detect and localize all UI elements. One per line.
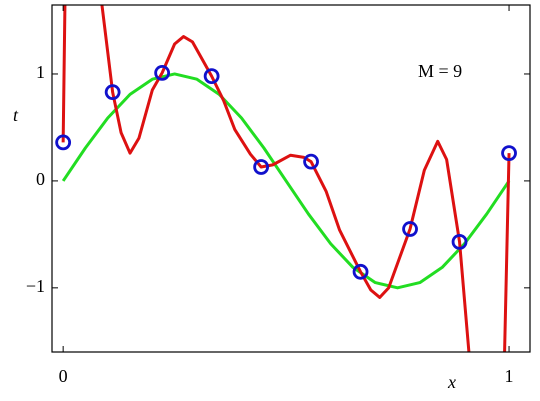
data-point <box>501 145 517 162</box>
data-point <box>55 134 72 151</box>
data-point <box>203 68 220 85</box>
curve <box>61 5 511 352</box>
data-point <box>104 84 121 101</box>
y-axis-label: t <box>13 105 19 125</box>
data-point <box>451 233 468 250</box>
data-point <box>154 65 171 81</box>
data-point <box>402 221 418 237</box>
x-tick-label: 1 <box>505 366 514 386</box>
x-tick-label: 0 <box>59 366 68 386</box>
data-point <box>352 263 369 280</box>
curve <box>61 72 511 290</box>
y-tick-label: −1 <box>26 276 45 296</box>
x-axis-label: x <box>447 372 456 392</box>
frame <box>51 4 531 353</box>
data-point <box>303 153 319 170</box>
data-point <box>253 159 270 175</box>
plot-area <box>55 5 517 352</box>
annotation: M = 9 <box>418 61 462 81</box>
y-tick-label: 0 <box>36 169 45 189</box>
y-tick-label: 1 <box>36 62 45 82</box>
